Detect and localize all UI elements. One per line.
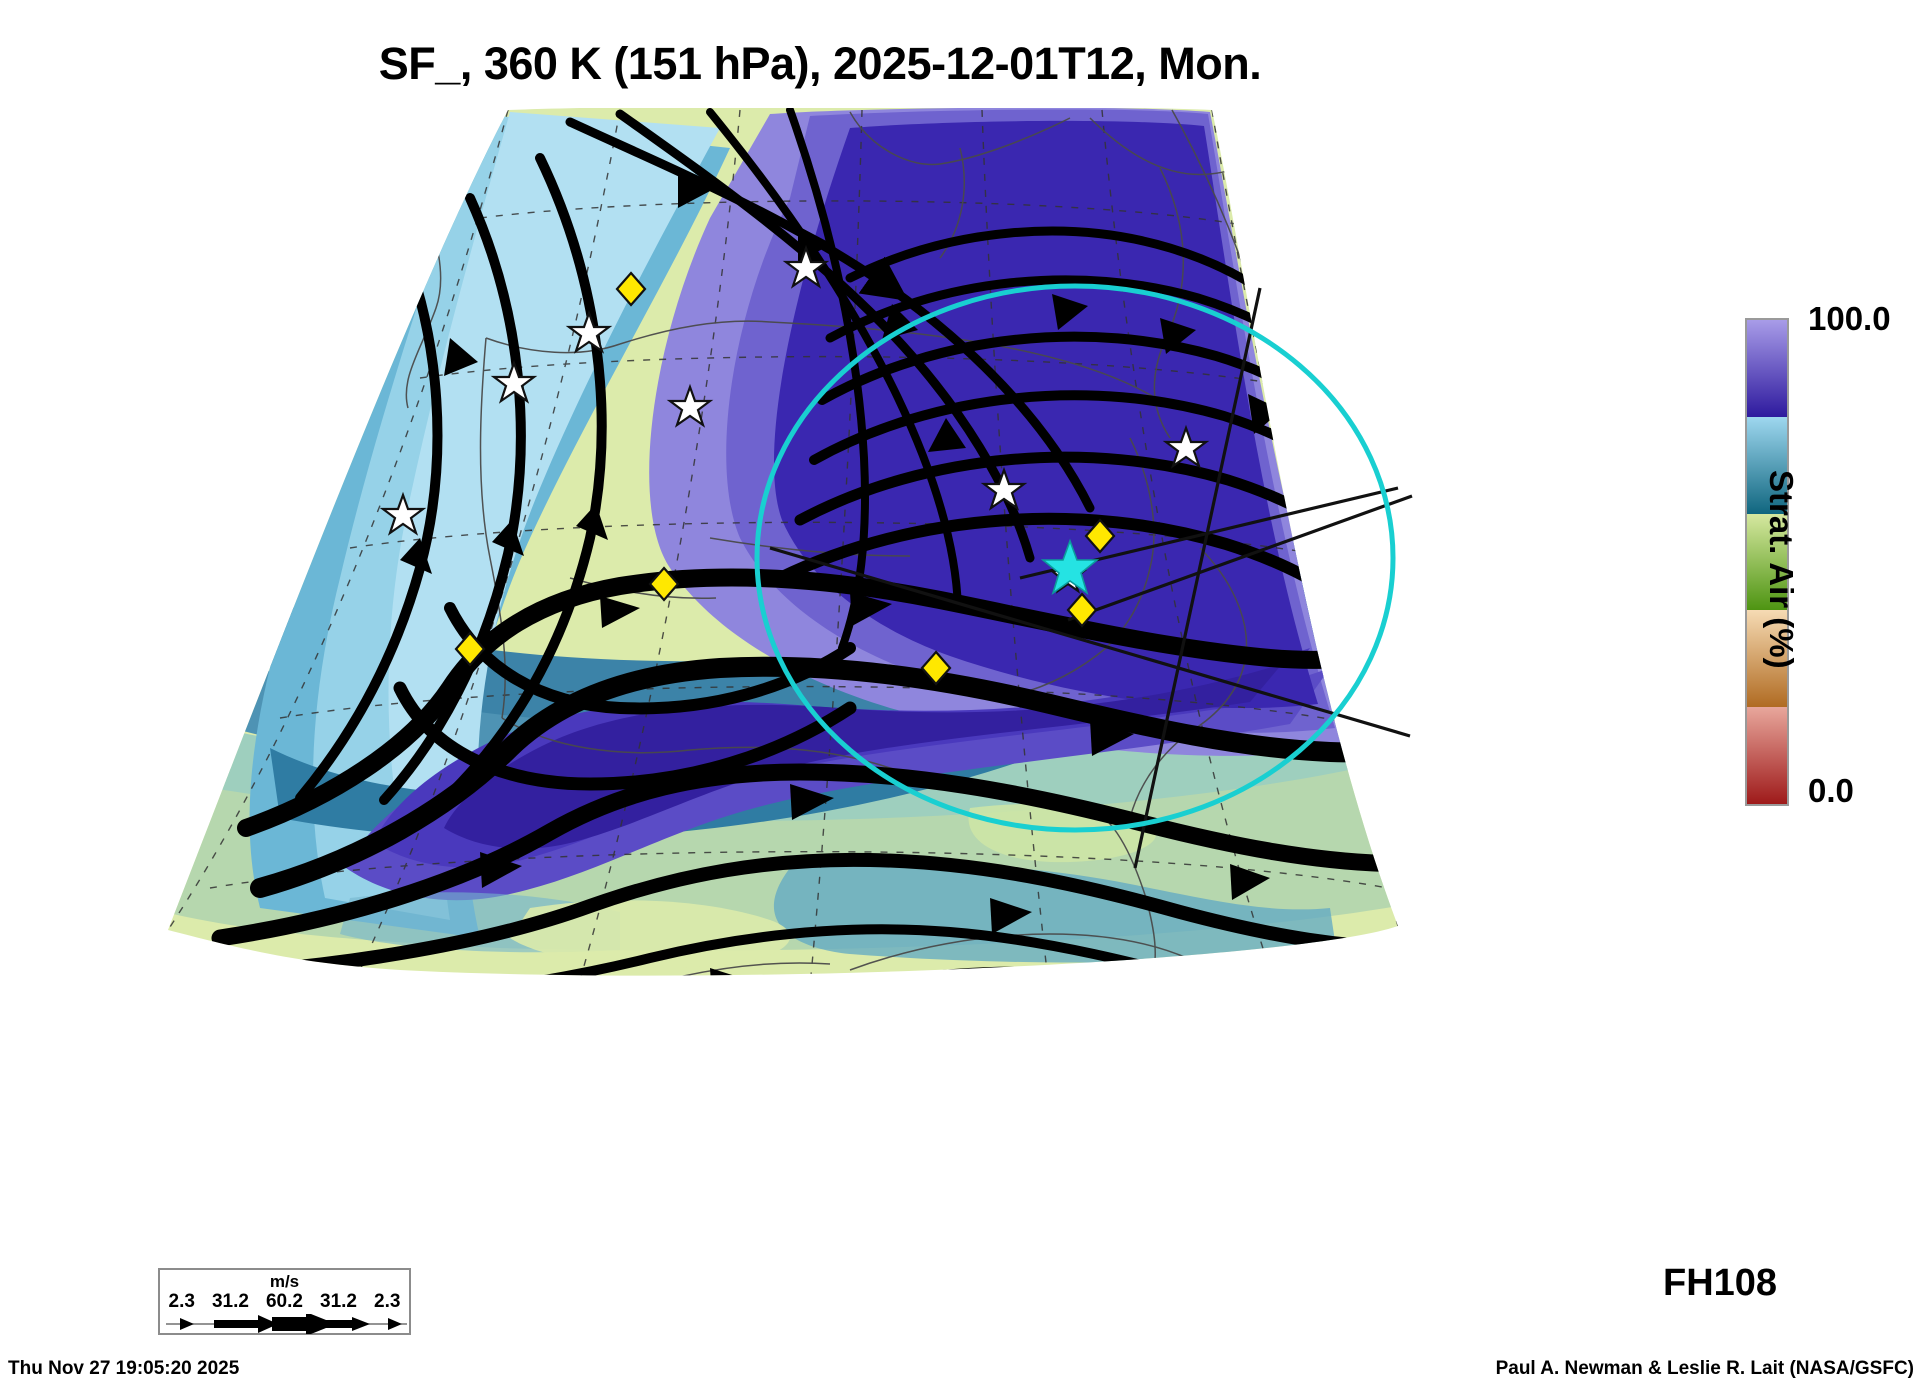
colorbar-band-red <box>1747 707 1787 804</box>
cyan-star-marker[interactable] <box>1040 538 1100 595</box>
colorbar-band-purple <box>1747 320 1787 417</box>
white-star-marker <box>379 244 1210 594</box>
wind-units-label: m/s <box>269 1272 300 1291</box>
wind-tick-value: 60.2 <box>265 1291 303 1312</box>
station-markers[interactable] <box>379 244 1210 686</box>
streamline-arrowheads <box>400 172 1358 976</box>
wind-speed-legend: m/s 2.3 31.2 60.2 31.2 2.3 <box>158 1268 411 1335</box>
wind-tick-value: 31.2 <box>320 1291 357 1312</box>
wind-tick-value: 31.2 <box>211 1291 249 1312</box>
colorbar-gradient <box>1745 318 1789 806</box>
map-plot[interactable] <box>150 108 1440 1018</box>
colorbar-band-tan <box>1747 610 1787 708</box>
colorbar-axis-label: Strat. Air (%) <box>1763 470 1800 669</box>
generation-timestamp: Thu Nov 27 19:05:20 2025 <box>8 1358 240 1379</box>
lat-lon-graticule <box>168 109 1398 976</box>
colorbar-min-label: 0.0 <box>1808 772 1854 809</box>
colorbar-band-blue <box>1747 416 1787 514</box>
author-credit: Paul A. Newman & Leslie R. Lait (NASA/GS… <box>1495 1358 1914 1379</box>
wind-arrow-scale <box>166 1314 407 1334</box>
colorbar-max-label: 100.0 <box>1808 300 1891 337</box>
colorbar[interactable] <box>1745 318 1789 806</box>
wind-tick-value: 2.3 <box>374 1291 401 1312</box>
wind-tick-value: 2.3 <box>168 1291 195 1312</box>
page-title: SF_, 360 K (151 hPa), 2025-12-01T12, Mon… <box>378 38 1262 89</box>
wind-tick-labels: 2.3 31.2 60.2 31.2 2.3 <box>160 1291 409 1313</box>
yellow-diamond-marker <box>454 271 1116 686</box>
forecast-hour-label: FH108 <box>1663 1262 1778 1304</box>
colorbar-band-green <box>1747 513 1787 611</box>
cyan-range-circle <box>754 283 1396 833</box>
map-panel[interactable] <box>150 108 1440 1018</box>
